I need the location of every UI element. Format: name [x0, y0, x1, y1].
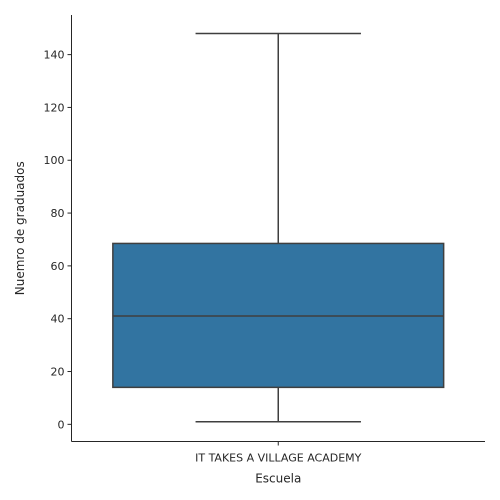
y-tick-label: 80	[51, 207, 65, 220]
y-axis-title: Nuemro de graduados	[13, 161, 27, 295]
box-group	[112, 32, 445, 423]
y-tick-label: 120	[44, 101, 65, 114]
x-tick-label: IT TAKES A VILLAGE ACADEMY	[195, 452, 362, 465]
x-axis-title: Escuela	[255, 472, 301, 486]
labels: Escuela Nuemro de graduados	[13, 161, 301, 485]
axes: 0 20 40 60 80 100 120 140 IT TAKES A VILLAGE ACA…	[44, 15, 485, 465]
y-tick-label: 20	[51, 366, 65, 379]
y-tick-label: 60	[51, 260, 65, 273]
y-tick-label: 100	[44, 154, 65, 167]
y-tick-label: 0	[58, 418, 65, 431]
y-tick-label: 40	[51, 313, 65, 326]
y-tick-label: 140	[44, 49, 65, 62]
box-series	[112, 32, 445, 423]
